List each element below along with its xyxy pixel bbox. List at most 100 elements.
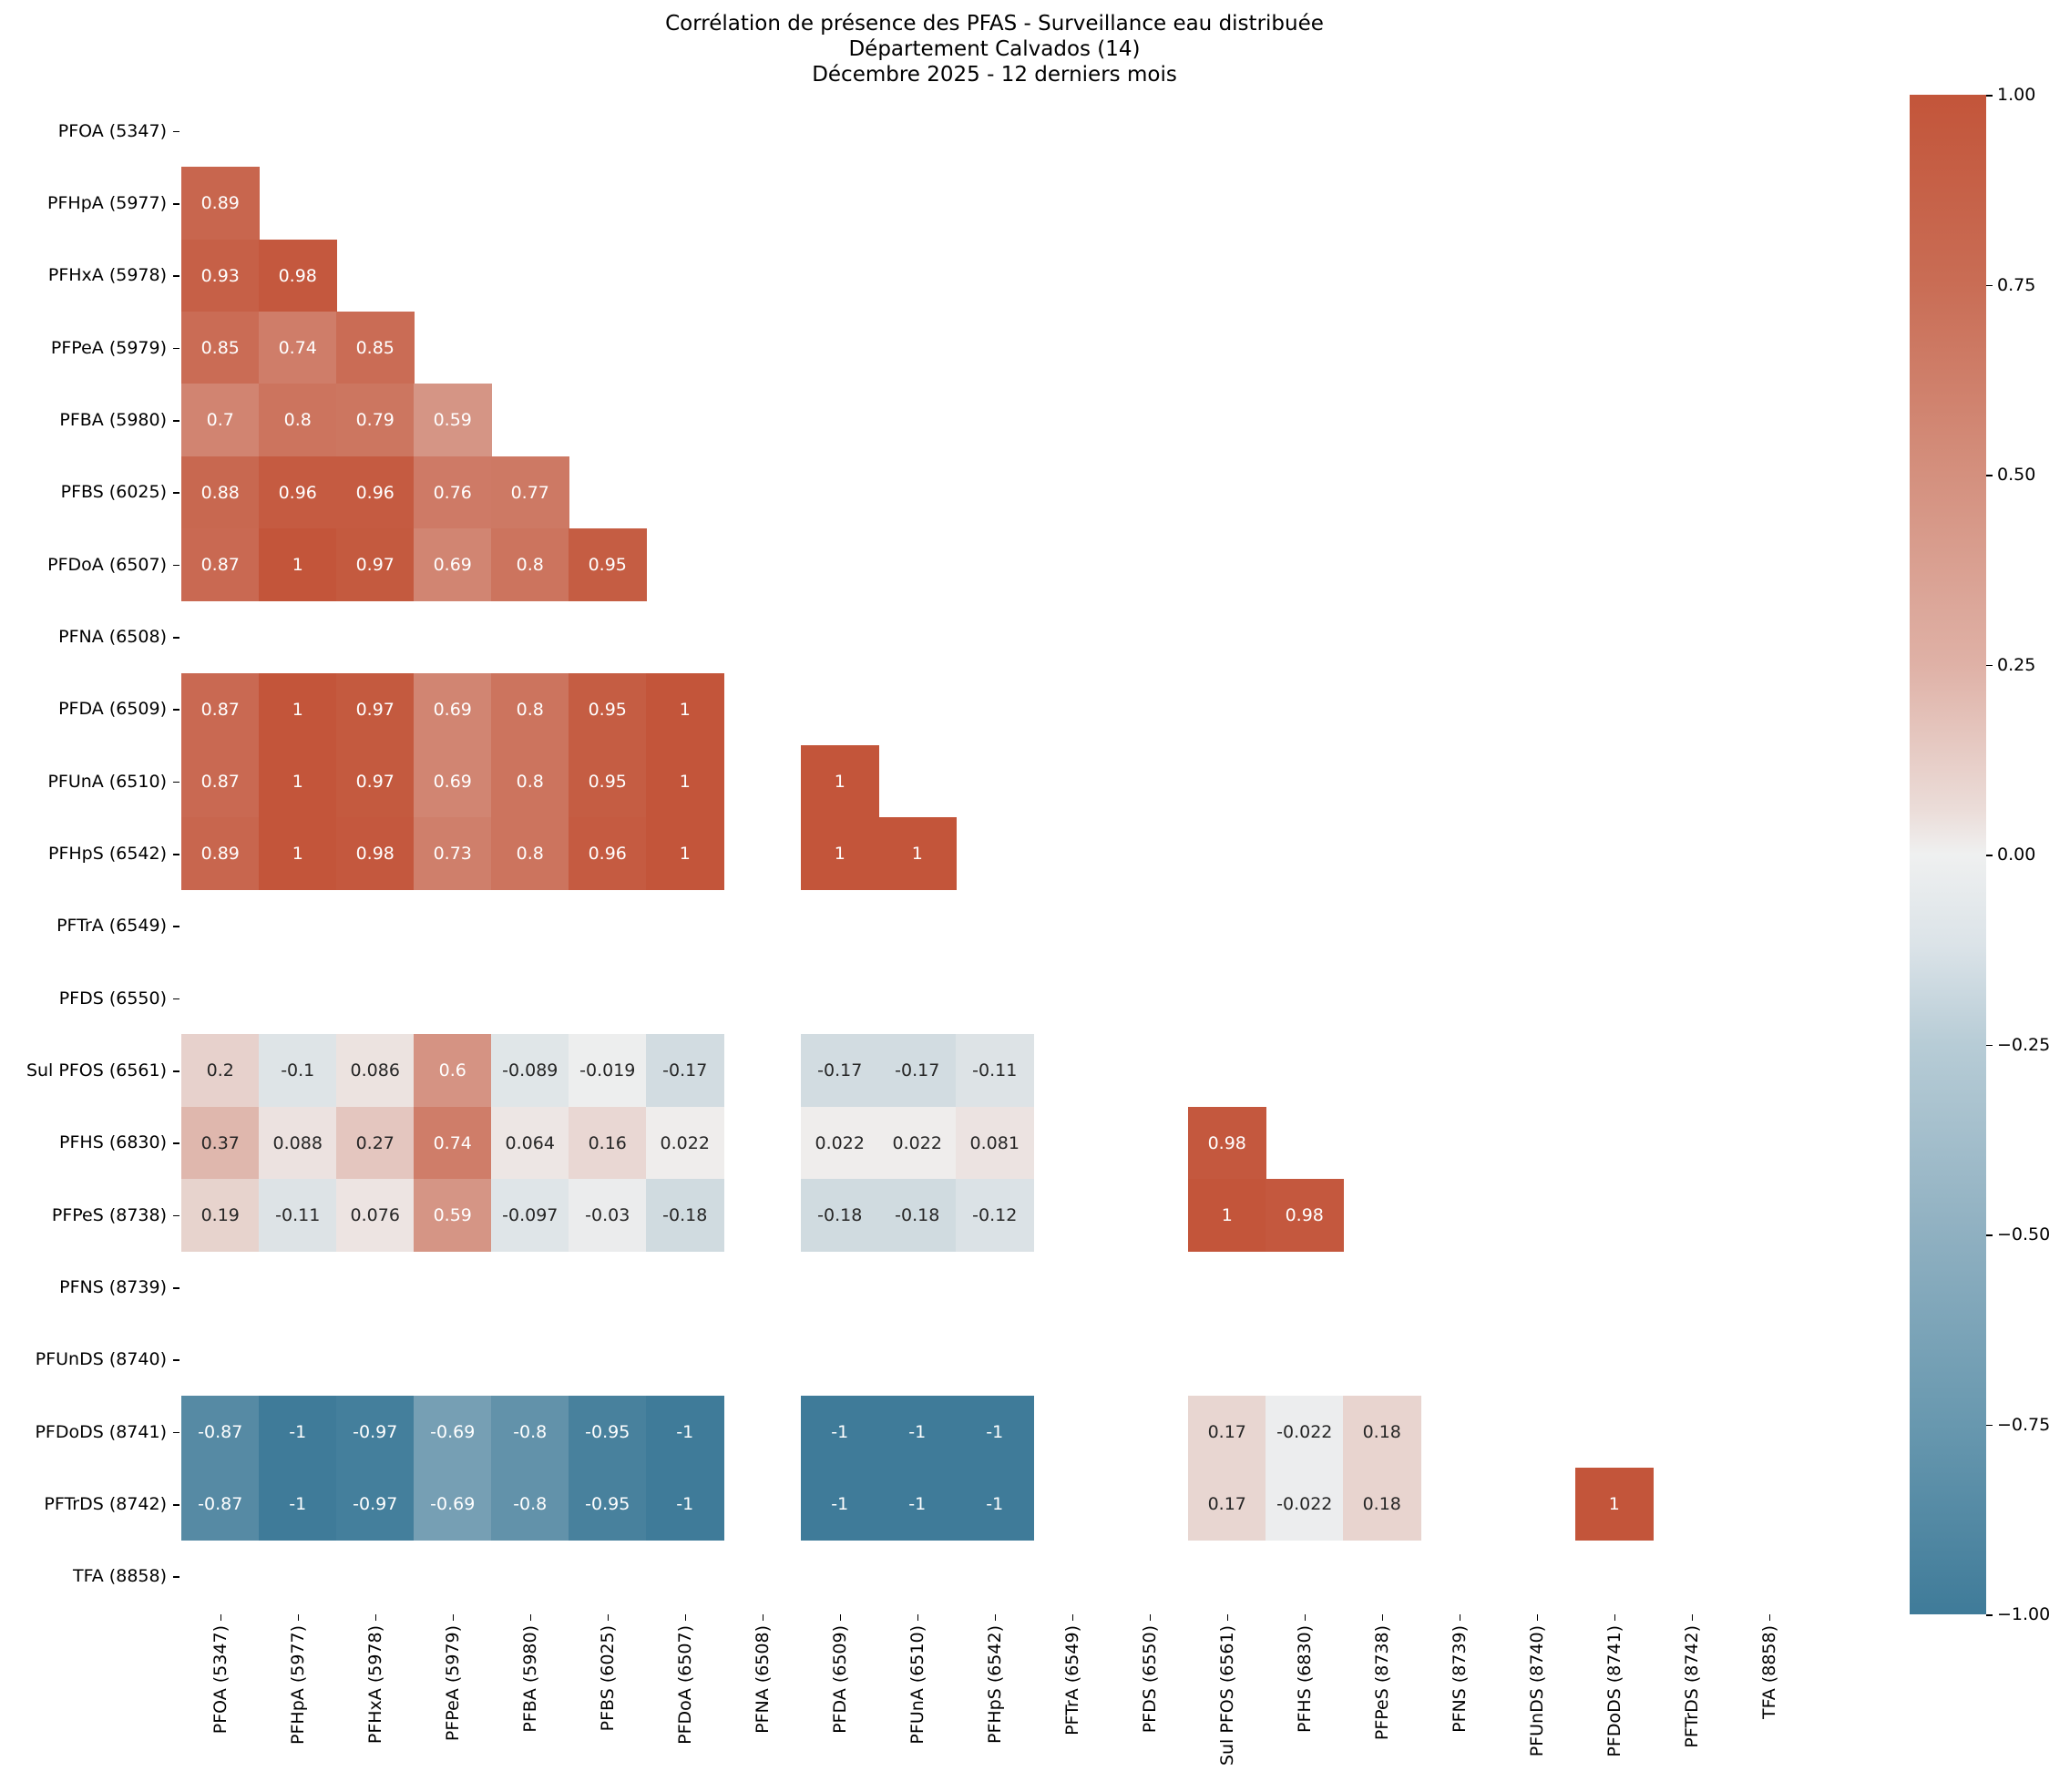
heatmap-cell: 0.076 [336, 1179, 415, 1252]
heatmap-cell: 0.6 [414, 1034, 492, 1108]
heatmap-cell: -1 [801, 1396, 879, 1469]
x-tick-label: PFHxA (5978) [364, 1625, 385, 1745]
heatmap-cell: 1 [646, 745, 724, 818]
y-tick-mark [173, 1214, 179, 1217]
x-tick-mark [762, 1614, 763, 1621]
y-tick-label: Sul PFOS (6561) [26, 1060, 167, 1080]
x-tick-label: PFPeA (5979) [442, 1625, 463, 1742]
heatmap-cell: -0.17 [646, 1034, 724, 1108]
x-tick-label: PFPeS (8738) [1371, 1625, 1392, 1741]
heatmap-cell: 0.74 [414, 1106, 492, 1180]
heatmap-cell: 0.96 [569, 817, 647, 891]
heatmap-grid: 0.89 0.93 0.98 0.85 0.74 0.85 0.7 0.8 0.79 0.59 0.… [181, 95, 1808, 1613]
y-tick-label: PFNS (8739) [59, 1277, 167, 1297]
title-line-1: Corrélation de présence des PFAS - Surve… [665, 12, 1324, 36]
heatmap-cell: 0.87 [181, 528, 260, 601]
colorbar-tick-label: −0.25 [1997, 1034, 2051, 1055]
colorbar-tick-mark [1986, 1044, 1993, 1046]
x-tick-mark [297, 1614, 299, 1621]
colorbar [1910, 95, 1986, 1614]
x-tick-mark [1149, 1614, 1151, 1621]
heatmap-cell: -0.022 [1266, 1396, 1344, 1469]
heatmap-cell: -0.97 [336, 1396, 415, 1469]
heatmap-cell: 0.18 [1343, 1468, 1421, 1541]
heatmap-cell: 0.79 [336, 384, 415, 457]
y-tick-mark [173, 1576, 179, 1578]
colorbar-tick-mark [1986, 1614, 1993, 1616]
heatmap-cell: -0.11 [259, 1179, 337, 1252]
x-tick-mark [220, 1614, 221, 1621]
heatmap-cell: 0.16 [569, 1106, 647, 1180]
y-tick-label: PFTrA (6549) [56, 916, 167, 937]
heatmap-cell: -0.17 [878, 1034, 957, 1108]
y-tick-mark [173, 998, 179, 1000]
y-tick-label: PFTrDS (8742) [44, 1494, 167, 1514]
heatmap-cell: -1 [956, 1396, 1034, 1469]
y-tick-label: PFBS (6025) [60, 482, 167, 503]
heatmap-cell: 0.95 [569, 528, 647, 601]
y-tick-label: PFHpA (5977) [47, 193, 167, 213]
x-tick-label: PFDA (6509) [829, 1625, 850, 1734]
heatmap-cell: 0.17 [1188, 1468, 1266, 1541]
heatmap-cell: 0.59 [414, 384, 492, 457]
heatmap-cell: -0.022 [1266, 1468, 1344, 1541]
colorbar-tick-label: −0.75 [1997, 1414, 2051, 1435]
x-tick-mark [1071, 1614, 1073, 1621]
heatmap-cell: 1 [646, 817, 724, 891]
heatmap-cell: 0.022 [801, 1106, 879, 1180]
x-tick-mark [994, 1614, 996, 1621]
x-tick-mark [452, 1614, 454, 1621]
x-tick-mark [529, 1614, 531, 1621]
heatmap-cell: 0.77 [491, 456, 569, 529]
x-tick-mark [1691, 1614, 1693, 1621]
heatmap-cell: 1 [259, 817, 337, 891]
x-tick-mark [839, 1614, 841, 1621]
heatmap-cell: -0.03 [569, 1179, 647, 1252]
y-tick-label: TFA (8858) [72, 1566, 167, 1587]
y-tick-mark [173, 203, 179, 205]
x-tick-mark [1304, 1614, 1306, 1621]
y-tick-mark [173, 1431, 179, 1434]
y-tick-mark [173, 1504, 179, 1506]
y-tick-label: PFDoA (6507) [47, 554, 167, 575]
chart-title: Corrélation de présence des PFAS - Surve… [181, 11, 1808, 87]
y-tick-mark [173, 1070, 179, 1072]
y-tick-mark [173, 637, 179, 639]
heatmap-cell: 0.17 [1188, 1396, 1266, 1469]
y-tick-label: PFBA (5980) [59, 410, 167, 430]
heatmap-cell: 0.8 [491, 672, 569, 746]
heatmap-cell: 0.69 [414, 745, 492, 818]
colorbar-tick-label: −1.00 [1997, 1604, 2051, 1624]
heatmap-cell: 0.95 [569, 672, 647, 746]
heatmap-cell: 0.8 [491, 817, 569, 891]
colorbar-tick-label: −0.50 [1997, 1224, 2051, 1244]
y-tick-mark [173, 926, 179, 927]
heatmap-cell: 0.88 [181, 456, 260, 529]
heatmap-cell: 1 [646, 672, 724, 746]
heatmap-cell: 0.95 [569, 745, 647, 818]
x-tick-mark [684, 1614, 686, 1621]
x-tick-label: TFA (8858) [1758, 1625, 1779, 1720]
heatmap-cell: -0.95 [569, 1468, 647, 1541]
y-tick-label: PFOA (5347) [57, 120, 167, 141]
y-tick-label: PFUnA (6510) [47, 771, 167, 792]
heatmap-cell: 0.89 [181, 167, 260, 241]
heatmap-cell: -1 [878, 1468, 957, 1541]
colorbar-tick-mark [1986, 664, 1993, 666]
heatmap-cell: -0.69 [414, 1468, 492, 1541]
x-tick-mark [1536, 1614, 1538, 1621]
heatmap-cell: -1 [801, 1468, 879, 1541]
heatmap-cell: -1 [878, 1396, 957, 1469]
heatmap-cell: 0.97 [336, 745, 415, 818]
heatmap-cell: -0.97 [336, 1468, 415, 1541]
y-tick-mark [173, 781, 179, 783]
heatmap-cell: 0.98 [259, 239, 337, 312]
y-tick-mark [173, 347, 179, 350]
heatmap-cell: -0.12 [956, 1179, 1034, 1252]
title-line-2: Département Calvados (14) [848, 37, 1141, 61]
heatmap-cell: -0.18 [801, 1179, 879, 1252]
heatmap-cell: 0.96 [336, 456, 415, 529]
heatmap-cell: 1 [801, 745, 879, 818]
heatmap-cell: 0.27 [336, 1106, 415, 1180]
heatmap-cell: 0.022 [878, 1106, 957, 1180]
